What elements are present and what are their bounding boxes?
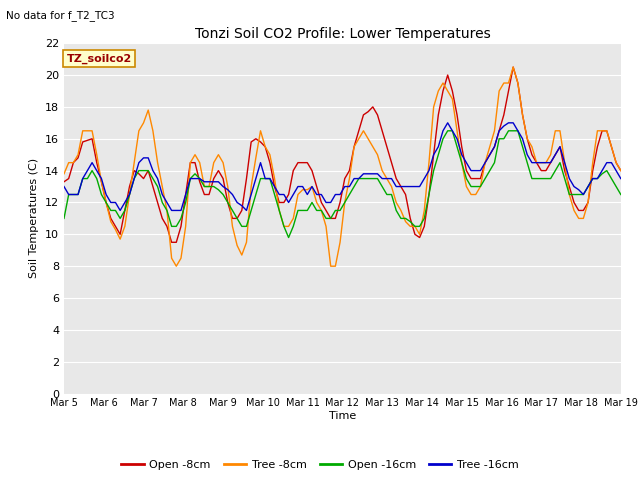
Text: TZ_soilco2: TZ_soilco2 bbox=[67, 54, 132, 64]
Legend: Open -8cm, Tree -8cm, Open -16cm, Tree -16cm: Open -8cm, Tree -8cm, Open -16cm, Tree -… bbox=[117, 456, 523, 474]
Y-axis label: Soil Temperatures (C): Soil Temperatures (C) bbox=[29, 158, 39, 278]
Text: No data for f_T2_TC3: No data for f_T2_TC3 bbox=[6, 10, 115, 21]
X-axis label: Time: Time bbox=[329, 411, 356, 421]
Title: Tonzi Soil CO2 Profile: Lower Temperatures: Tonzi Soil CO2 Profile: Lower Temperatur… bbox=[195, 27, 490, 41]
